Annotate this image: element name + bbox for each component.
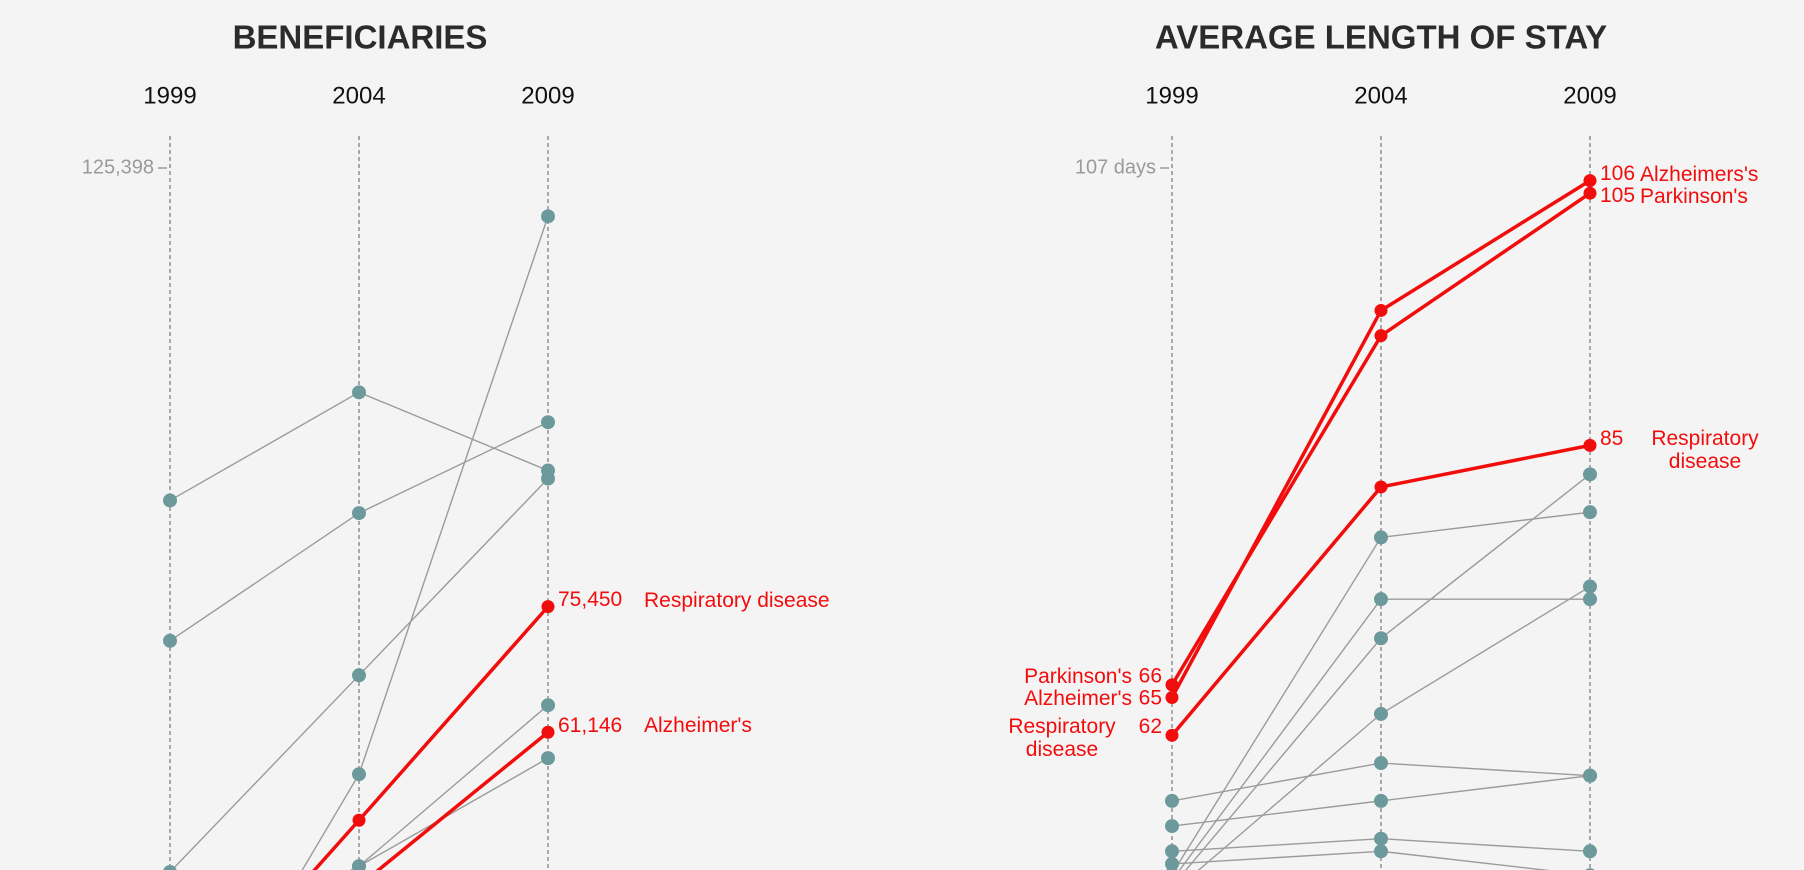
label-box: Alzheimer's [644, 714, 944, 737]
label-box: Respiratory disease [992, 715, 1132, 761]
point [541, 471, 555, 486]
highlight-point [1374, 329, 1388, 343]
end-value-label: 75,450 [558, 588, 622, 611]
label-box: Parkinson's [1640, 185, 1770, 208]
end-value-label: 106 [1600, 162, 1635, 185]
highlight-point [352, 813, 366, 827]
start-value-label: 66 [1139, 664, 1162, 687]
highlight-point [1583, 174, 1597, 188]
point [1374, 831, 1388, 846]
highlight-point [1374, 303, 1388, 317]
label-box: Alzheimers's [1640, 163, 1770, 186]
point [1374, 631, 1388, 646]
highlight-point [1165, 728, 1179, 742]
point [541, 209, 555, 224]
chart-title: AVERAGE LENGTH OF STAY [1155, 19, 1607, 56]
label-wrap: Alzheimer's [992, 687, 1132, 710]
highlight-line [375, 730, 550, 870]
end-value-label: 85 [1600, 427, 1623, 450]
point [1583, 505, 1597, 520]
y-tick-label: 107 days [1075, 156, 1156, 178]
label-wrap: Parkinson's [1640, 185, 1770, 208]
x-tick-label: 1999 [1145, 82, 1198, 109]
point [1374, 756, 1388, 771]
highlight-point [541, 725, 555, 739]
start-value-label: 62 [1139, 715, 1162, 738]
point [1165, 856, 1179, 870]
end-name-label: Alzheimers's [1640, 162, 1759, 186]
highlight-point [1165, 678, 1179, 692]
end-value-label: 105 [1600, 184, 1635, 207]
label-box: Respiratory disease [644, 589, 944, 612]
highlight-point [1583, 438, 1597, 452]
point [352, 859, 366, 870]
highlight-point [541, 600, 555, 614]
label-wrap: Parkinson's [992, 665, 1132, 688]
end-name-label: Respiratory disease [1651, 427, 1759, 474]
point [1165, 844, 1179, 859]
highlight-point [1583, 186, 1597, 200]
point [1583, 579, 1597, 594]
start-value-label: 65 [1139, 686, 1162, 709]
label-wrap: Respiratory disease [992, 715, 1132, 761]
point [541, 698, 555, 713]
label-box: Respiratory disease [1640, 427, 1770, 473]
end-name-label: Parkinson's [1640, 184, 1748, 208]
x-tick-label: 2009 [521, 82, 574, 109]
point [1583, 768, 1597, 783]
point [1374, 592, 1388, 607]
point [352, 767, 366, 782]
point [352, 506, 366, 521]
label-wrap: Respiratory disease [644, 589, 944, 612]
point [352, 668, 366, 683]
x-tick-label: 2009 [1563, 82, 1616, 109]
end-value-label: 61,146 [558, 714, 622, 737]
point [163, 865, 177, 870]
point [1583, 467, 1597, 482]
start-name-label: Respiratory disease [1008, 715, 1116, 762]
point [352, 385, 366, 400]
end-name-label: Respiratory disease [644, 588, 830, 612]
highlight-point [1374, 480, 1388, 494]
chart-title: BENEFICIARIES [233, 19, 488, 56]
x-tick-label: 1999 [143, 82, 196, 109]
point [1583, 844, 1597, 859]
label-box: Alzheimer's [992, 687, 1132, 710]
x-tick-label: 2004 [1354, 82, 1407, 109]
start-name-label: Alzheimer's [1024, 686, 1132, 710]
point [541, 751, 555, 766]
highlight-point [1165, 691, 1179, 704]
point [1165, 793, 1179, 808]
x-tick-label: 2004 [332, 82, 385, 109]
point [1374, 706, 1388, 721]
start-name-label: Parkinson's [1024, 664, 1132, 688]
point [163, 493, 177, 508]
label-wrap: Respiratory disease [1640, 427, 1770, 473]
end-name-label: Alzheimer's [644, 714, 752, 738]
point [1374, 793, 1388, 808]
point [1374, 530, 1388, 545]
y-tick-label: 125,398 [82, 156, 154, 178]
point [1374, 844, 1388, 859]
label-box: Parkinson's [992, 665, 1132, 688]
point [1165, 819, 1179, 834]
label-wrap: Alzheimer's [644, 714, 944, 737]
point [541, 415, 555, 430]
label-wrap: Alzheimers's [1640, 163, 1770, 186]
point [1583, 592, 1597, 607]
point [163, 633, 177, 648]
